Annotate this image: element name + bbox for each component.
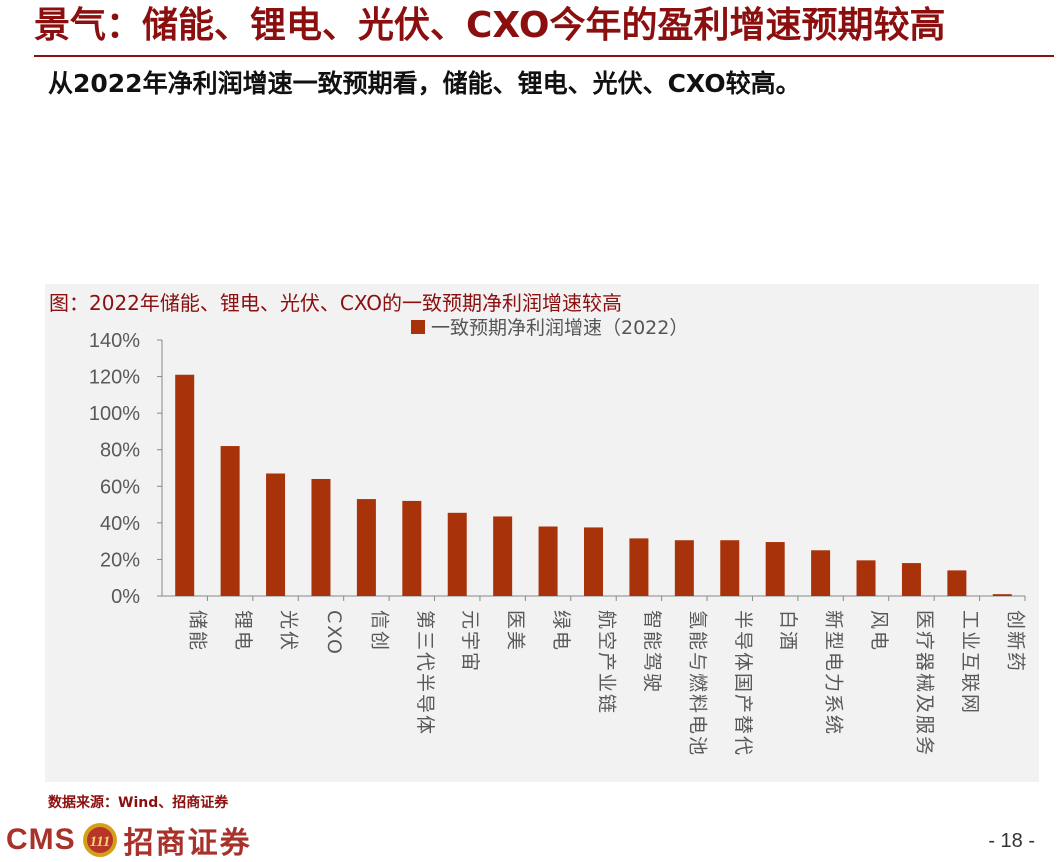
x-tick-label: 风电 bbox=[868, 610, 890, 652]
x-tick-label: 航空产业链 bbox=[596, 610, 618, 715]
y-tick-label: 20% bbox=[100, 549, 140, 571]
slide-title: 景气：储能、锂电、光伏、CXO今年的盈利增速预期较高 bbox=[34, 5, 946, 46]
x-tick-label: 半导体国产替代 bbox=[732, 610, 754, 757]
x-tick-label: CXO bbox=[323, 610, 345, 656]
page-number: - 18 - bbox=[988, 830, 1035, 852]
bar-11 bbox=[674, 540, 694, 596]
legend: 一致预期净利润增速（2022） bbox=[411, 317, 688, 339]
x-tick-label: 元宇宙 bbox=[459, 610, 481, 673]
bar-1 bbox=[220, 446, 240, 596]
bar-4 bbox=[356, 499, 376, 596]
y-tick-label: 120% bbox=[89, 367, 140, 389]
chart-panel: 图：2022年储能、锂电、光伏、CXO的一致预期净利润增速较高 一致预期净利润增… bbox=[45, 284, 1039, 782]
bar-10 bbox=[629, 538, 649, 596]
bar-16 bbox=[901, 563, 921, 596]
bar-9 bbox=[584, 527, 603, 596]
logo-badge-icon: 111 bbox=[82, 823, 117, 857]
x-tick-label: 医美 bbox=[505, 610, 527, 652]
x-tick-label: 氢能与燃料电池 bbox=[686, 610, 708, 757]
logo-text-en: CMS bbox=[6, 823, 76, 856]
bar-0 bbox=[175, 374, 195, 596]
bar-6 bbox=[447, 512, 467, 596]
y-tick-label: 100% bbox=[89, 403, 140, 425]
x-tick-label: 第三代半导体 bbox=[414, 610, 436, 736]
bar-8 bbox=[538, 526, 558, 596]
bar-2 bbox=[266, 473, 286, 596]
x-tick-label: 锂电 bbox=[232, 610, 254, 652]
chart-title: 图：2022年储能、锂电、光伏、CXO的一致预期净利润增速较高 bbox=[49, 291, 622, 315]
x-tick-label: 医疗器械及服务 bbox=[913, 610, 935, 757]
bar-5 bbox=[402, 500, 422, 596]
bars bbox=[175, 374, 1012, 596]
x-tick-label: 工业互联网 bbox=[959, 610, 981, 715]
y-tick-label: 60% bbox=[100, 476, 140, 498]
bar-14 bbox=[811, 550, 831, 596]
bar-18 bbox=[992, 594, 1012, 596]
title-divider bbox=[34, 55, 1054, 57]
x-tick-label: 创新药 bbox=[1004, 610, 1026, 673]
y-tick-label: 140% bbox=[89, 330, 140, 352]
logo-badge-text: 111 bbox=[89, 834, 110, 850]
y-axis-ticks: 0% 20% 40% 60% 80% 100% 120% 140% bbox=[89, 330, 162, 608]
bar-13 bbox=[765, 542, 785, 596]
bar-17 bbox=[947, 570, 967, 596]
source-note: 数据来源：Wind、招商证券 bbox=[48, 795, 229, 811]
slide-subtitle: 从2022年净利润增速一致预期看，储能、锂电、光伏、CXO较高。 bbox=[48, 69, 801, 98]
x-tick-label: 新型电力系统 bbox=[823, 610, 845, 736]
x-tick-label: 绿电 bbox=[550, 610, 572, 652]
footer-logo: CMS 111 招商证券 bbox=[6, 822, 252, 861]
x-tick-label: 白酒 bbox=[777, 610, 799, 652]
bar-12 bbox=[720, 540, 740, 596]
bar-7 bbox=[493, 516, 513, 596]
x-axis-labels: 储能 锂电 光伏 CXO 信创 第三代半导体 元宇宙 医美 绿电 航空产业链 智能驾驶 氢能与燃料电池… bbox=[187, 596, 1026, 757]
x-tick-label: 智能驾驶 bbox=[641, 610, 663, 694]
bar-15 bbox=[856, 560, 876, 596]
logo-text-cn: 招商证券 bbox=[123, 826, 252, 861]
y-tick-label: 0% bbox=[111, 586, 140, 608]
bar-chart: 图：2022年储能、锂电、光伏、CXO的一致预期净利润增速较高 一致预期净利润增… bbox=[49, 291, 1026, 757]
bar-3 bbox=[311, 478, 331, 596]
legend-label: 一致预期净利润增速（2022） bbox=[431, 317, 688, 339]
x-tick-label: 储能 bbox=[187, 610, 209, 652]
x-tick-label: 光伏 bbox=[278, 610, 300, 652]
y-tick-label: 40% bbox=[100, 513, 140, 535]
legend-swatch bbox=[411, 320, 425, 334]
y-tick-label: 80% bbox=[100, 440, 140, 462]
x-tick-label: 信创 bbox=[368, 610, 390, 652]
